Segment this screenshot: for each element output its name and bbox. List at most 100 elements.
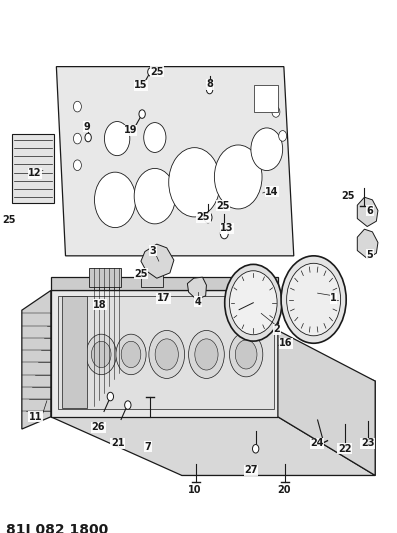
Polygon shape xyxy=(141,269,163,287)
Text: 2: 2 xyxy=(274,325,281,334)
Circle shape xyxy=(338,445,353,464)
Polygon shape xyxy=(12,134,54,203)
Text: 19: 19 xyxy=(123,125,137,135)
Circle shape xyxy=(73,101,81,112)
Circle shape xyxy=(116,334,146,375)
Circle shape xyxy=(286,424,294,434)
Polygon shape xyxy=(357,197,378,227)
Circle shape xyxy=(281,256,346,343)
Circle shape xyxy=(85,133,91,142)
Circle shape xyxy=(104,122,130,156)
Text: 6: 6 xyxy=(366,206,374,215)
Circle shape xyxy=(121,341,141,368)
Circle shape xyxy=(272,107,280,117)
Polygon shape xyxy=(357,229,378,259)
Polygon shape xyxy=(51,290,278,417)
Polygon shape xyxy=(56,67,294,256)
Text: 11: 11 xyxy=(29,412,42,422)
Text: 26: 26 xyxy=(92,423,105,432)
Text: 81J 082 1800: 81J 082 1800 xyxy=(6,523,108,533)
Circle shape xyxy=(275,441,285,454)
Circle shape xyxy=(338,419,353,439)
Polygon shape xyxy=(141,244,174,278)
Circle shape xyxy=(149,330,185,378)
Circle shape xyxy=(94,172,136,228)
Circle shape xyxy=(346,397,352,405)
Text: 25: 25 xyxy=(150,67,164,77)
Circle shape xyxy=(155,339,178,370)
Circle shape xyxy=(222,447,231,459)
Text: 8: 8 xyxy=(206,79,213,89)
Text: 1: 1 xyxy=(330,294,337,303)
Text: 16: 16 xyxy=(279,338,293,348)
Circle shape xyxy=(220,228,228,239)
Circle shape xyxy=(73,160,81,171)
Circle shape xyxy=(339,403,359,430)
Text: 9: 9 xyxy=(83,122,90,132)
Circle shape xyxy=(169,148,220,217)
Polygon shape xyxy=(278,330,375,475)
Text: 25: 25 xyxy=(341,191,355,201)
Text: 22: 22 xyxy=(338,444,351,454)
Circle shape xyxy=(252,445,259,453)
Polygon shape xyxy=(62,296,87,408)
Text: 25: 25 xyxy=(216,201,230,211)
Text: 7: 7 xyxy=(144,442,151,451)
Text: 21: 21 xyxy=(111,439,124,448)
Circle shape xyxy=(251,128,283,171)
Circle shape xyxy=(241,441,247,449)
Circle shape xyxy=(125,401,131,409)
Polygon shape xyxy=(254,85,278,112)
Circle shape xyxy=(266,424,274,434)
Text: 3: 3 xyxy=(149,246,156,255)
Polygon shape xyxy=(51,277,278,290)
Circle shape xyxy=(107,392,114,401)
Text: 25: 25 xyxy=(2,215,15,224)
Circle shape xyxy=(279,131,287,141)
Polygon shape xyxy=(182,341,375,475)
Polygon shape xyxy=(187,277,206,300)
Circle shape xyxy=(214,145,262,209)
Circle shape xyxy=(287,263,341,336)
Text: 14: 14 xyxy=(265,187,279,197)
Circle shape xyxy=(229,271,277,335)
Circle shape xyxy=(285,441,295,454)
Text: 5: 5 xyxy=(366,250,374,260)
Circle shape xyxy=(91,341,111,368)
Text: 23: 23 xyxy=(361,439,374,448)
Circle shape xyxy=(204,212,212,223)
Text: 4: 4 xyxy=(194,297,201,306)
Circle shape xyxy=(222,429,230,440)
Circle shape xyxy=(229,332,263,377)
Circle shape xyxy=(195,339,218,370)
Circle shape xyxy=(235,441,241,449)
Text: 24: 24 xyxy=(310,439,324,448)
Polygon shape xyxy=(326,389,372,445)
Circle shape xyxy=(225,264,282,341)
Circle shape xyxy=(86,334,116,375)
Polygon shape xyxy=(89,268,121,287)
Circle shape xyxy=(210,429,218,440)
Polygon shape xyxy=(58,296,274,409)
Circle shape xyxy=(358,397,364,405)
Text: 27: 27 xyxy=(244,465,258,475)
Text: 12: 12 xyxy=(28,168,42,178)
Circle shape xyxy=(134,168,175,224)
Circle shape xyxy=(358,383,364,390)
Circle shape xyxy=(265,441,275,454)
Text: 20: 20 xyxy=(278,486,291,495)
Text: 17: 17 xyxy=(157,294,170,303)
Circle shape xyxy=(148,68,154,76)
Text: 25: 25 xyxy=(134,269,148,279)
Circle shape xyxy=(189,330,224,378)
Circle shape xyxy=(338,393,353,412)
Text: 18: 18 xyxy=(93,300,107,310)
Circle shape xyxy=(198,447,207,459)
Circle shape xyxy=(73,133,81,144)
Text: 13: 13 xyxy=(220,223,234,233)
Circle shape xyxy=(344,410,354,423)
Circle shape xyxy=(206,85,213,94)
Circle shape xyxy=(346,383,352,390)
Polygon shape xyxy=(51,417,375,475)
Text: 25: 25 xyxy=(197,213,210,222)
